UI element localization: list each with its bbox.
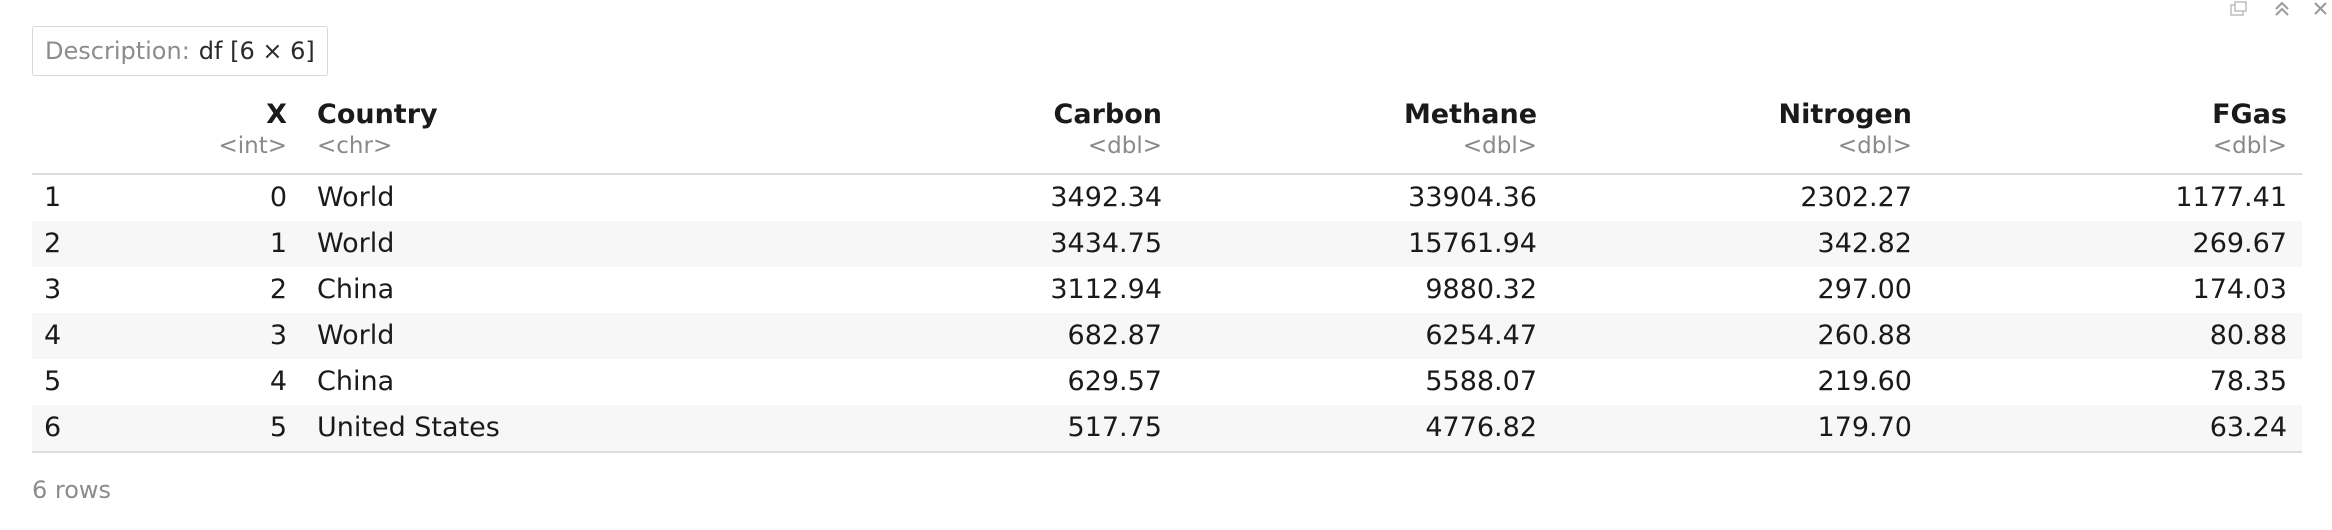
cell-country: World — [317, 182, 395, 213]
row-name: 1 — [44, 182, 62, 213]
cell-country: China — [317, 366, 395, 397]
row-name: 5 — [44, 366, 62, 397]
table-row: 5 4 China 629.57 5588.07 219.60 78.35 — [32, 359, 2302, 405]
header-nitrogen[interactable]: Nitrogen <dbl> — [1552, 98, 1927, 174]
description-label: Description: — [45, 37, 190, 65]
column-name: Carbon — [1053, 99, 1162, 130]
cell-carbon: 3112.94 — [1050, 274, 1162, 305]
data-table: X <int> Country <chr> Carbon <dbl> Metha… — [32, 98, 2302, 453]
close-icon[interactable] — [2310, 0, 2330, 18]
header-methane[interactable]: Methane <dbl> — [1177, 98, 1552, 174]
table-row: 3 2 China 3112.94 9880.32 297.00 174.03 — [32, 267, 2302, 313]
table-row: 2 1 World 3434.75 15761.94 342.82 269.67 — [32, 221, 2302, 267]
cell-country: World — [317, 320, 395, 351]
cell-x: 0 — [269, 182, 287, 213]
row-name: 3 — [44, 274, 62, 305]
cell-x: 2 — [269, 274, 287, 305]
column-type: <dbl> — [1837, 133, 1912, 159]
cell-methane: 4776.82 — [1425, 412, 1537, 443]
cell-carbon: 682.87 — [1067, 320, 1162, 351]
column-name: Country — [317, 99, 438, 130]
header-row: X <int> Country <chr> Carbon <dbl> Metha… — [32, 98, 2302, 174]
table-row: 4 3 World 682.87 6254.47 260.88 80.88 — [32, 313, 2302, 359]
cell-x: 4 — [269, 366, 287, 397]
cell-country: China — [317, 274, 395, 305]
cell-nitrogen: 342.82 — [1817, 228, 1912, 259]
output-controls — [2182, 0, 2332, 20]
cell-nitrogen: 179.70 — [1817, 412, 1912, 443]
header-carbon[interactable]: Carbon <dbl> — [702, 98, 1177, 174]
cell-methane: 33904.36 — [1408, 182, 1537, 213]
cell-fgas: 269.67 — [2192, 228, 2287, 259]
cell-x: 3 — [269, 320, 287, 351]
cell-nitrogen: 2302.27 — [1800, 182, 1912, 213]
column-name: Nitrogen — [1778, 99, 1912, 130]
header-rownames — [32, 98, 102, 174]
table-row: 6 5 United States 517.75 4776.82 179.70 … — [32, 405, 2302, 452]
description-value: df [6 × 6] — [198, 37, 315, 65]
cell-x: 5 — [269, 412, 287, 443]
row-name: 2 — [44, 228, 62, 259]
chevrons-up-icon[interactable] — [2272, 0, 2292, 18]
cell-x: 1 — [269, 228, 287, 259]
row-name: 6 — [44, 412, 62, 443]
cell-fgas: 174.03 — [2192, 274, 2287, 305]
column-name: X — [266, 99, 287, 130]
column-name: Methane — [1403, 99, 1537, 130]
cell-fgas: 80.88 — [2209, 320, 2287, 351]
column-type: <dbl> — [1462, 133, 1537, 159]
cell-methane: 5588.07 — [1425, 366, 1537, 397]
header-fgas[interactable]: FGas <dbl> — [1927, 98, 2302, 174]
column-type: <dbl> — [1087, 133, 1162, 159]
cell-country: United States — [317, 412, 500, 443]
table-row: 1 0 World 3492.34 33904.36 2302.27 1177.… — [32, 174, 2302, 221]
description-box: Description: df [6 × 6] — [32, 26, 328, 76]
cell-carbon: 629.57 — [1067, 366, 1162, 397]
column-name: FGas — [2212, 99, 2287, 130]
cell-fgas: 78.35 — [2209, 366, 2287, 397]
column-type: <int> — [218, 133, 287, 159]
row-name: 4 — [44, 320, 62, 351]
row-count: 6 rows — [32, 476, 112, 504]
cell-nitrogen: 219.60 — [1817, 366, 1912, 397]
cell-country: World — [317, 228, 395, 259]
header-country[interactable]: Country <chr> — [302, 98, 702, 174]
header-x[interactable]: X <int> — [102, 98, 302, 174]
cell-fgas: 1177.41 — [2175, 182, 2287, 213]
column-type: <dbl> — [2212, 133, 2287, 159]
cell-methane: 15761.94 — [1408, 228, 1537, 259]
cell-carbon: 517.75 — [1067, 412, 1162, 443]
cell-fgas: 63.24 — [2209, 412, 2287, 443]
cell-nitrogen: 260.88 — [1817, 320, 1912, 351]
popout-icon[interactable] — [2228, 0, 2248, 18]
cell-nitrogen: 297.00 — [1817, 274, 1912, 305]
cell-methane: 6254.47 — [1425, 320, 1537, 351]
column-type: <chr> — [317, 133, 393, 159]
cell-carbon: 3434.75 — [1050, 228, 1162, 259]
cell-carbon: 3492.34 — [1050, 182, 1162, 213]
cell-methane: 9880.32 — [1425, 274, 1537, 305]
